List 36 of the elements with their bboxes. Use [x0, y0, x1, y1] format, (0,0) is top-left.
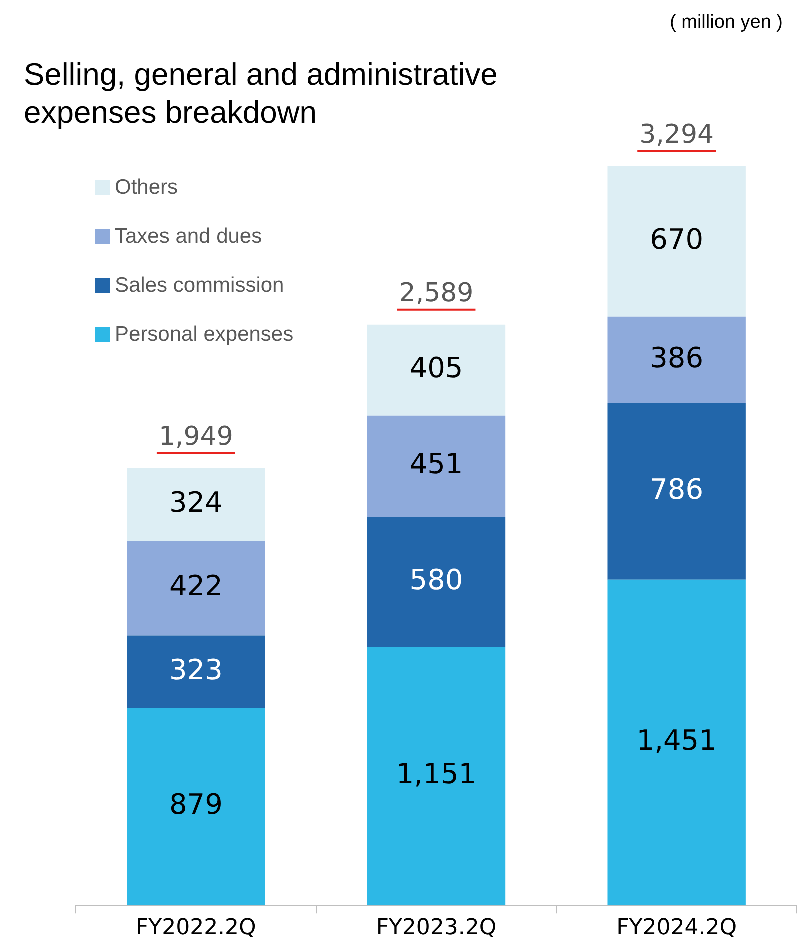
- legend-label: Personal expenses: [115, 322, 294, 346]
- data-label: 324: [169, 486, 223, 519]
- bar: [367, 517, 506, 648]
- bar: [608, 166, 746, 317]
- legend-label: Taxes and dues: [115, 224, 262, 248]
- data-label: 386: [650, 341, 704, 374]
- bar: [127, 468, 266, 542]
- x-tick-label: FY2024.2Q: [616, 916, 738, 941]
- bar: [608, 316, 746, 404]
- data-label: 1,451: [636, 724, 717, 758]
- data-label: 786: [650, 472, 704, 506]
- data-label: 405: [410, 352, 464, 385]
- data-label: 670: [650, 222, 704, 256]
- bar: [127, 708, 266, 906]
- total-label: 2,589: [399, 278, 474, 309]
- bar: [608, 403, 746, 580]
- bar: [127, 541, 266, 636]
- data-label: 422: [169, 570, 223, 603]
- chart-title: Selling, general and administrative expenses breakdown: [24, 56, 499, 132]
- bar: [367, 324, 506, 416]
- text: ( million yen ): [670, 12, 783, 34]
- x-tick-label: FY2023.2Q: [376, 916, 497, 941]
- data-label: 323: [169, 653, 223, 686]
- total-label: 3,294: [640, 120, 714, 150]
- data-label: 451: [410, 448, 464, 481]
- bar: [367, 647, 506, 906]
- data-label: 580: [410, 563, 464, 596]
- bar: [127, 636, 266, 708]
- legend-label: Sales commission: [115, 274, 284, 298]
- bar: [367, 416, 506, 518]
- x-tick-label: FY2022.2Q: [136, 916, 256, 941]
- data-label: 879: [169, 788, 223, 822]
- data-label: 1,151: [396, 758, 477, 791]
- total-label: 1,949: [158, 422, 234, 452]
- bar: [608, 580, 746, 906]
- legend-label: Others: [115, 176, 178, 200]
